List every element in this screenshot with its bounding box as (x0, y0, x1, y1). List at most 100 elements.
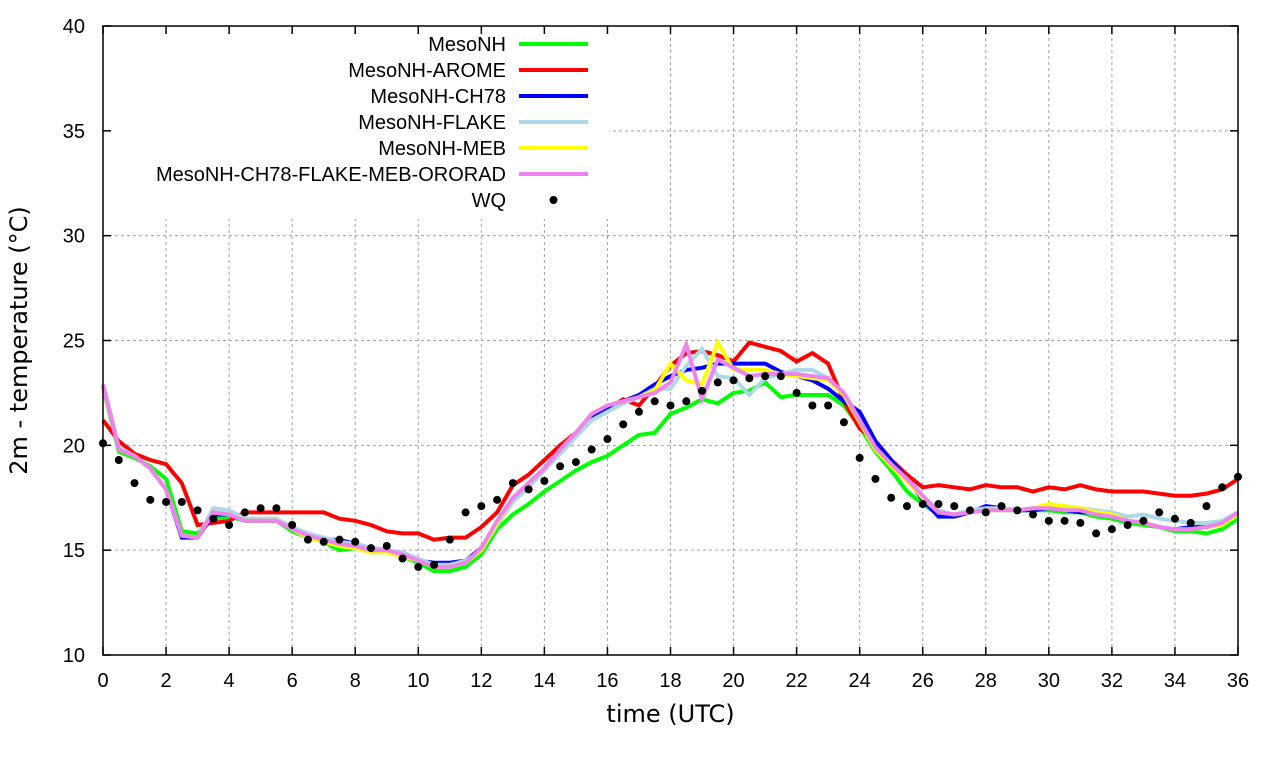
wq-point (209, 514, 218, 523)
wq-point (430, 560, 439, 569)
wq-point (272, 504, 281, 513)
wq-point (729, 376, 738, 385)
series-layer (99, 337, 1242, 574)
wq-point (634, 407, 643, 416)
wq-point (902, 502, 911, 511)
legend-label: MesoNH-AROME (348, 60, 506, 82)
x-tick-label: 10 (407, 670, 429, 692)
x-tick-label: 18 (659, 670, 681, 692)
wq-point (1139, 516, 1148, 525)
wq-point (966, 506, 975, 515)
y-tick-label: 25 (63, 331, 85, 353)
legend-label: MesoNH-CH78 (370, 86, 506, 108)
x-tick-label: 24 (849, 670, 871, 692)
y-tick-label: 10 (63, 645, 85, 667)
wq-point (1044, 516, 1053, 525)
x-tick-label: 14 (533, 670, 555, 692)
legend-label: MesoNH-MEB (378, 138, 506, 160)
legend-label: MesoNH-FLAKE (358, 112, 506, 134)
wq-point (193, 506, 202, 515)
wq-point (571, 458, 580, 467)
wq-point (130, 479, 139, 488)
wq-point (808, 401, 817, 410)
wq-point (1123, 521, 1132, 530)
wq-point (713, 378, 722, 387)
wq-point (414, 562, 423, 571)
wq-point (256, 504, 265, 513)
wq-point (1092, 529, 1101, 538)
wq-point (319, 537, 328, 546)
legend-marker-point (549, 196, 558, 204)
y-tick-label: 35 (63, 121, 85, 143)
wq-point (887, 493, 896, 502)
x-tick-label: 26 (912, 670, 934, 692)
wq-point (934, 500, 943, 509)
wq-point (587, 445, 596, 454)
x-tick-label: 36 (1227, 670, 1249, 692)
x-tick-label: 2 (160, 670, 171, 692)
wq-point (619, 420, 628, 429)
wq-point (382, 541, 391, 550)
y-axis-title: 2m - temperature (°C) (5, 206, 33, 475)
series-line-mesonh-ch78-flake-meb-ororad (101, 338, 1240, 569)
wq-point (461, 508, 470, 517)
wq-point (824, 401, 833, 410)
x-tick-label: 34 (1164, 670, 1186, 692)
legend: MesoNH MesoNH-AROME MesoNH-CH78 MesoNH-FLAK… (156, 34, 588, 212)
wq-point (1218, 483, 1227, 492)
wq-point (398, 554, 407, 563)
wq-point (682, 397, 691, 406)
wq-point (493, 495, 502, 504)
wq-point (556, 462, 565, 471)
legend-label: MesoNH-CH78-FLAKE-MEB-ORORAD (156, 164, 506, 186)
wq-point (1107, 525, 1116, 534)
wq-point (477, 502, 486, 511)
wq-point (650, 397, 659, 406)
wq-point (146, 495, 155, 504)
wq-point (950, 502, 959, 511)
x-tick-label: 8 (350, 670, 361, 692)
x-axis-title: time (UTC) (606, 700, 734, 728)
wq-point (288, 521, 297, 530)
y-tick-label: 20 (63, 435, 85, 457)
wq-point (855, 453, 864, 462)
wq-point (1029, 510, 1038, 519)
x-tick-label: 0 (97, 670, 108, 692)
wq-point (540, 476, 549, 485)
y-tick-label: 30 (63, 226, 85, 248)
x-tick-label: 12 (470, 670, 492, 692)
wq-point (761, 372, 770, 381)
x-tick-label: 16 (596, 670, 618, 692)
x-tick-label: 20 (722, 670, 744, 692)
y-tick-label: 40 (63, 16, 85, 38)
wq-point (603, 435, 612, 444)
wq-point (1155, 508, 1164, 517)
wq-point (997, 502, 1006, 511)
wq-point (508, 479, 517, 488)
x-tick-label: 4 (224, 670, 235, 692)
wq-point (918, 500, 927, 509)
wq-point (240, 508, 249, 517)
wq-point (445, 535, 454, 544)
wq-point (303, 535, 312, 544)
x-tick-label: 22 (785, 670, 807, 692)
wq-point (666, 401, 675, 410)
y-tick-label: 15 (63, 540, 85, 562)
wq-point (366, 544, 375, 553)
wq-point (1170, 514, 1179, 523)
wq-point (162, 497, 171, 506)
wq-point (839, 418, 848, 427)
x-tick-label: 32 (1101, 670, 1123, 692)
wq-point (745, 374, 754, 383)
wq-point (792, 388, 801, 397)
wq-point (114, 456, 123, 465)
x-tick-label: 28 (975, 670, 997, 692)
wq-point (1013, 506, 1022, 515)
wq-point (351, 537, 360, 546)
axes: 0 2 4 6 8 10 12 14 16 18 20 22 24 26 28 30 32 34 361015202… (63, 16, 1249, 692)
wq-point (1202, 502, 1211, 511)
legend-label: WQ (472, 190, 506, 212)
wq-point (177, 497, 186, 506)
x-tick-label: 6 (287, 670, 298, 692)
